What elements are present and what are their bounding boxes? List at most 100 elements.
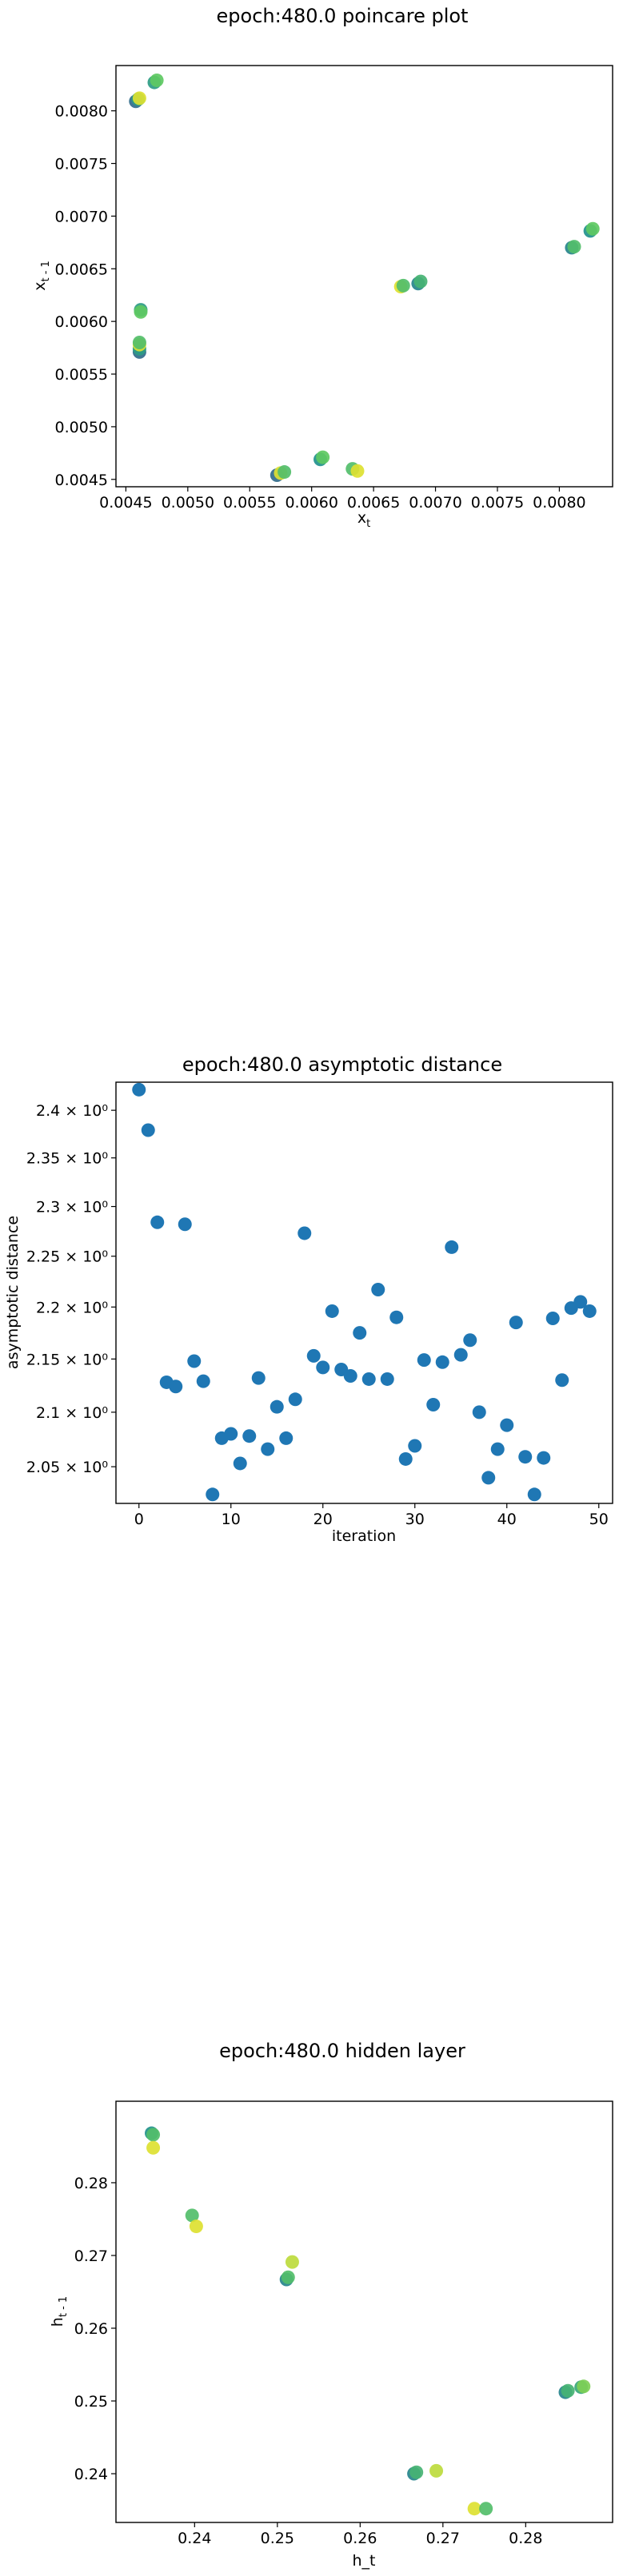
x-axis: 0 10 20 30 40 50 — [134, 1503, 609, 1528]
data-point — [479, 2502, 493, 2516]
data-point — [353, 1326, 367, 1340]
x-tick-label: 0.0080 — [533, 494, 585, 512]
data-point — [472, 1405, 486, 1419]
data-point — [518, 1450, 533, 1464]
y-tick-label: 2.15 × 10⁰ — [26, 1351, 108, 1368]
data-point — [409, 2465, 424, 2479]
data-point — [251, 1371, 266, 1385]
y-tick-label: 2.05 × 10⁰ — [26, 1459, 108, 1476]
data-point — [306, 1348, 321, 1363]
x-tick-label: 0 — [134, 1511, 144, 1528]
x-tick-label: 0.0050 — [162, 494, 214, 512]
chart-title: epoch:480.0 poincare plot — [217, 5, 469, 27]
data-point — [169, 1380, 183, 1394]
x-tick-label: 0.0070 — [409, 494, 461, 512]
y-axis-label: xt - 1 — [31, 261, 52, 291]
data-point — [132, 336, 146, 350]
y-axis: 0.24 0.25 0.26 0.27 0.28 — [74, 2175, 116, 2483]
data-point — [189, 2220, 203, 2234]
data-point — [316, 450, 330, 464]
data-point — [463, 1333, 477, 1348]
data-point — [467, 2502, 481, 2516]
y-axis: 0.0045 0.0050 0.0055 0.0060 0.0065 0.0070 0.00… — [55, 103, 116, 489]
data-point — [141, 1123, 155, 1137]
data-point — [380, 1372, 394, 1386]
data-point — [224, 1427, 238, 1441]
y-tick-label: 2.4 × 10⁰ — [36, 1102, 108, 1120]
y-axis-label: ht - 1 — [49, 2296, 70, 2327]
data-point — [398, 1451, 413, 1466]
x-axis-label: h_t — [353, 2552, 376, 2570]
data-point — [285, 2255, 299, 2269]
y-axis-label: asymptotic distance — [4, 1216, 22, 1369]
plot-frame — [115, 2100, 613, 2523]
x-tick-label: 0.28 — [509, 2530, 542, 2547]
x-tick-label: 50 — [589, 1511, 609, 1528]
data-point — [417, 1353, 431, 1368]
x-tick-label: 0.0075 — [471, 494, 524, 512]
y-tick-label: 2.2 × 10⁰ — [36, 1299, 108, 1316]
x-tick-label: 0.0055 — [223, 494, 276, 512]
data-point — [288, 1392, 302, 1407]
data-point — [582, 1304, 597, 1318]
data-point — [150, 1215, 165, 1229]
data-point — [490, 1442, 505, 1456]
x-tick-label: 0.0065 — [347, 494, 400, 512]
data-point — [281, 2270, 295, 2284]
data-point — [435, 1355, 449, 1369]
x-tick-label: 20 — [313, 1511, 333, 1528]
x-tick-label: 40 — [497, 1511, 517, 1528]
data-point — [146, 2128, 161, 2142]
chart-title: epoch:480.0 hidden layer — [219, 2040, 465, 2062]
data-point — [278, 465, 292, 480]
data-point — [481, 1471, 496, 1485]
x-tick-label: 0.26 — [343, 2530, 377, 2547]
y-tick-label: 0.24 — [74, 2466, 108, 2483]
x-tick-label: 0.0045 — [99, 494, 152, 512]
y-tick-label: 0.0080 — [55, 103, 108, 121]
data-point — [509, 1316, 523, 1330]
y-tick-label: 0.0070 — [55, 208, 108, 225]
data-point — [567, 240, 581, 254]
x-axis-label: xt — [357, 509, 370, 530]
data-points — [129, 73, 600, 483]
data-point — [389, 1310, 404, 1324]
data-point — [453, 1348, 468, 1362]
data-point — [426, 1397, 441, 1411]
data-point — [361, 1372, 376, 1386]
data-point — [396, 278, 410, 293]
data-point — [178, 1217, 192, 1232]
y-tick-label: 2.1 × 10⁰ — [36, 1404, 108, 1422]
data-point — [132, 91, 146, 106]
y-tick-label: 0.26 — [74, 2320, 108, 2338]
y-tick-label: 0.0045 — [55, 472, 108, 489]
y-tick-label: 0.0055 — [55, 366, 108, 384]
data-point — [298, 1226, 312, 1240]
data-point — [500, 1418, 514, 1432]
data-point — [429, 2463, 444, 2478]
y-tick-label: 2.35 × 10⁰ — [26, 1150, 108, 1168]
data-point — [132, 1082, 146, 1097]
data-point — [561, 2383, 575, 2398]
y-tick-label: 0.25 — [74, 2393, 108, 2411]
data-point — [555, 1373, 569, 1388]
data-point — [134, 305, 148, 319]
data-point — [233, 1456, 247, 1471]
data-point — [242, 1429, 257, 1443]
x-tick-label: 0.24 — [178, 2530, 211, 2547]
data-point — [445, 1240, 459, 1254]
data-point — [187, 1354, 202, 1368]
data-points — [145, 2126, 591, 2516]
y-tick-label: 2.25 × 10⁰ — [26, 1248, 108, 1266]
asymptotic-distance-plot: epoch:480.0 asymptotic distance 0 10 20 30 4… — [4, 1053, 613, 1545]
data-point — [577, 2379, 591, 2394]
data-point — [316, 1360, 330, 1375]
data-point — [371, 1283, 385, 1297]
x-tick-label: 0.25 — [261, 2530, 294, 2547]
x-tick-label: 30 — [405, 1511, 425, 1528]
x-axis: 0.24 0.25 0.26 0.27 0.28 — [178, 2522, 542, 2547]
plot-frame — [115, 65, 613, 488]
data-point — [350, 464, 365, 478]
data-points — [132, 1082, 597, 1502]
